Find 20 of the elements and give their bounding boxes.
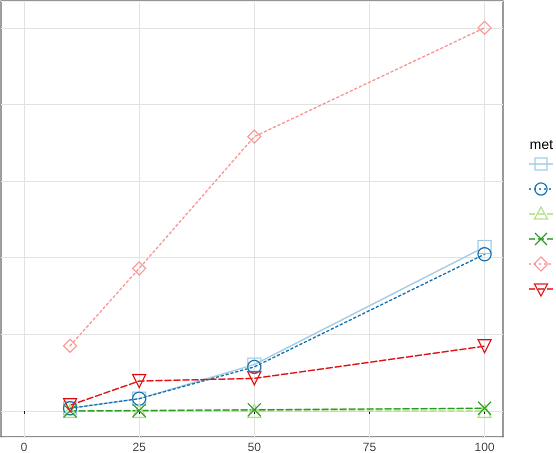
point bbox=[132, 261, 146, 276]
x-tick-label: 100 bbox=[474, 440, 495, 453]
x-tick-label: 0 bbox=[20, 440, 28, 453]
point bbox=[477, 240, 492, 254]
point bbox=[247, 360, 262, 374]
point bbox=[247, 371, 262, 386]
point bbox=[477, 20, 492, 35]
point bbox=[62, 398, 78, 412]
legend-title: met bbox=[530, 136, 554, 152]
point bbox=[477, 247, 492, 262]
point bbox=[247, 357, 262, 372]
point bbox=[62, 338, 78, 353]
point bbox=[477, 339, 492, 354]
point bbox=[477, 401, 492, 416]
x-tick-label: 25 bbox=[132, 440, 146, 453]
point bbox=[247, 129, 262, 144]
x-tick-label: 50 bbox=[248, 440, 262, 453]
point bbox=[132, 374, 146, 388]
point bbox=[477, 404, 492, 418]
x-tick-label: 75 bbox=[362, 440, 376, 453]
